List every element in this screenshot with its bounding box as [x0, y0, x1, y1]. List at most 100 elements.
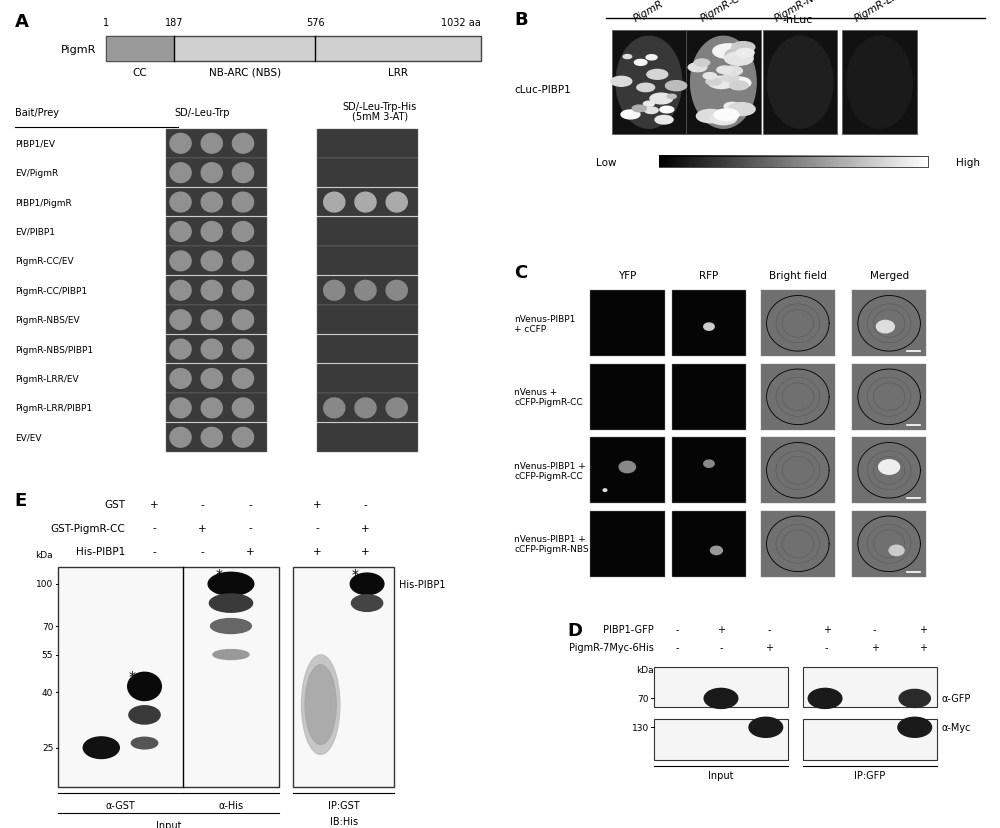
Text: EV/PIBP1: EV/PIBP1 — [15, 228, 55, 237]
Bar — [761, 511, 835, 577]
Bar — [590, 364, 665, 431]
Circle shape — [201, 339, 222, 359]
Circle shape — [355, 281, 376, 301]
Text: 25: 25 — [42, 744, 53, 753]
Circle shape — [725, 49, 753, 62]
Ellipse shape — [899, 690, 930, 708]
Text: 100: 100 — [36, 580, 53, 589]
Text: 70: 70 — [637, 694, 649, 703]
Text: D: D — [567, 622, 582, 639]
Bar — [106, 37, 174, 62]
Circle shape — [703, 74, 717, 80]
Text: kDa: kDa — [36, 551, 53, 560]
Circle shape — [201, 428, 222, 448]
Text: PigmR-CC/EV: PigmR-CC/EV — [15, 257, 73, 266]
Circle shape — [726, 78, 751, 89]
Bar — [654, 667, 788, 708]
Text: 55: 55 — [42, 650, 53, 659]
Text: -: - — [825, 643, 828, 652]
Bar — [317, 423, 418, 452]
Ellipse shape — [350, 574, 384, 595]
Bar — [761, 291, 835, 357]
Circle shape — [728, 104, 755, 117]
Bar — [166, 277, 267, 306]
Text: +: + — [823, 624, 831, 634]
Circle shape — [170, 252, 191, 272]
Circle shape — [170, 428, 191, 448]
Bar — [852, 291, 926, 357]
Bar — [293, 568, 394, 787]
Circle shape — [611, 77, 632, 87]
Bar — [672, 438, 746, 503]
Bar — [166, 394, 267, 423]
Text: α-GST: α-GST — [106, 800, 135, 810]
Circle shape — [232, 369, 254, 389]
Ellipse shape — [211, 619, 251, 633]
Ellipse shape — [749, 717, 783, 738]
Ellipse shape — [808, 689, 842, 709]
Bar — [317, 189, 418, 217]
Bar — [106, 37, 481, 62]
Circle shape — [710, 546, 722, 555]
Ellipse shape — [213, 650, 249, 660]
Circle shape — [232, 281, 254, 301]
Text: PigmR-CC: PigmR-CC — [699, 0, 748, 24]
Circle shape — [713, 45, 744, 60]
Bar — [317, 248, 418, 276]
Ellipse shape — [351, 595, 383, 612]
Bar — [58, 568, 279, 787]
Bar — [842, 31, 917, 135]
Bar — [590, 511, 665, 577]
Text: Low: Low — [596, 157, 617, 167]
Text: -: - — [364, 500, 367, 510]
Text: +: + — [765, 643, 773, 652]
Text: nVenus-PIBP1 +
cCFP-PigmR-NBS: nVenus-PIBP1 + cCFP-PigmR-NBS — [514, 534, 589, 554]
Bar — [166, 306, 267, 335]
Circle shape — [170, 398, 191, 418]
Text: -: - — [248, 523, 252, 533]
Circle shape — [621, 111, 640, 120]
Text: -: - — [200, 500, 204, 510]
Circle shape — [201, 281, 222, 301]
Text: Bright field: Bright field — [769, 271, 827, 281]
Bar — [166, 130, 267, 158]
Circle shape — [386, 193, 407, 213]
Text: +: + — [361, 546, 370, 556]
Text: -nLuc: -nLuc — [783, 15, 813, 25]
Circle shape — [637, 84, 655, 93]
Text: PigmR-NBS/PIBP1: PigmR-NBS/PIBP1 — [15, 345, 93, 354]
Bar — [317, 364, 418, 393]
Circle shape — [324, 398, 345, 418]
Bar — [166, 218, 267, 247]
Text: PigmR-LRR/PIBP1: PigmR-LRR/PIBP1 — [15, 404, 92, 413]
Text: His-PIBP1: His-PIBP1 — [76, 546, 125, 556]
Text: α-GFP: α-GFP — [942, 694, 971, 704]
Text: +: + — [919, 624, 927, 634]
Ellipse shape — [305, 665, 336, 744]
Circle shape — [201, 223, 222, 242]
Text: IP:GFP: IP:GFP — [854, 770, 886, 780]
Polygon shape — [767, 37, 833, 129]
Circle shape — [170, 310, 191, 330]
Text: -: - — [248, 500, 252, 510]
Circle shape — [201, 398, 222, 418]
Circle shape — [232, 252, 254, 272]
Text: YFP: YFP — [618, 271, 636, 281]
Text: -: - — [200, 546, 204, 556]
Text: 1: 1 — [103, 18, 109, 28]
Text: -: - — [676, 643, 679, 652]
Text: PigmR-LRR: PigmR-LRR — [852, 0, 907, 24]
Text: -: - — [873, 624, 876, 634]
Text: PigmR: PigmR — [61, 45, 96, 55]
Circle shape — [736, 50, 754, 58]
Ellipse shape — [301, 655, 340, 754]
Polygon shape — [616, 37, 682, 129]
Text: His-PIBP1: His-PIBP1 — [399, 580, 446, 590]
Ellipse shape — [209, 595, 253, 613]
Circle shape — [386, 281, 407, 301]
Ellipse shape — [898, 717, 932, 738]
Circle shape — [603, 489, 607, 492]
Text: -: - — [152, 546, 156, 556]
Circle shape — [725, 53, 753, 66]
Circle shape — [704, 324, 714, 331]
